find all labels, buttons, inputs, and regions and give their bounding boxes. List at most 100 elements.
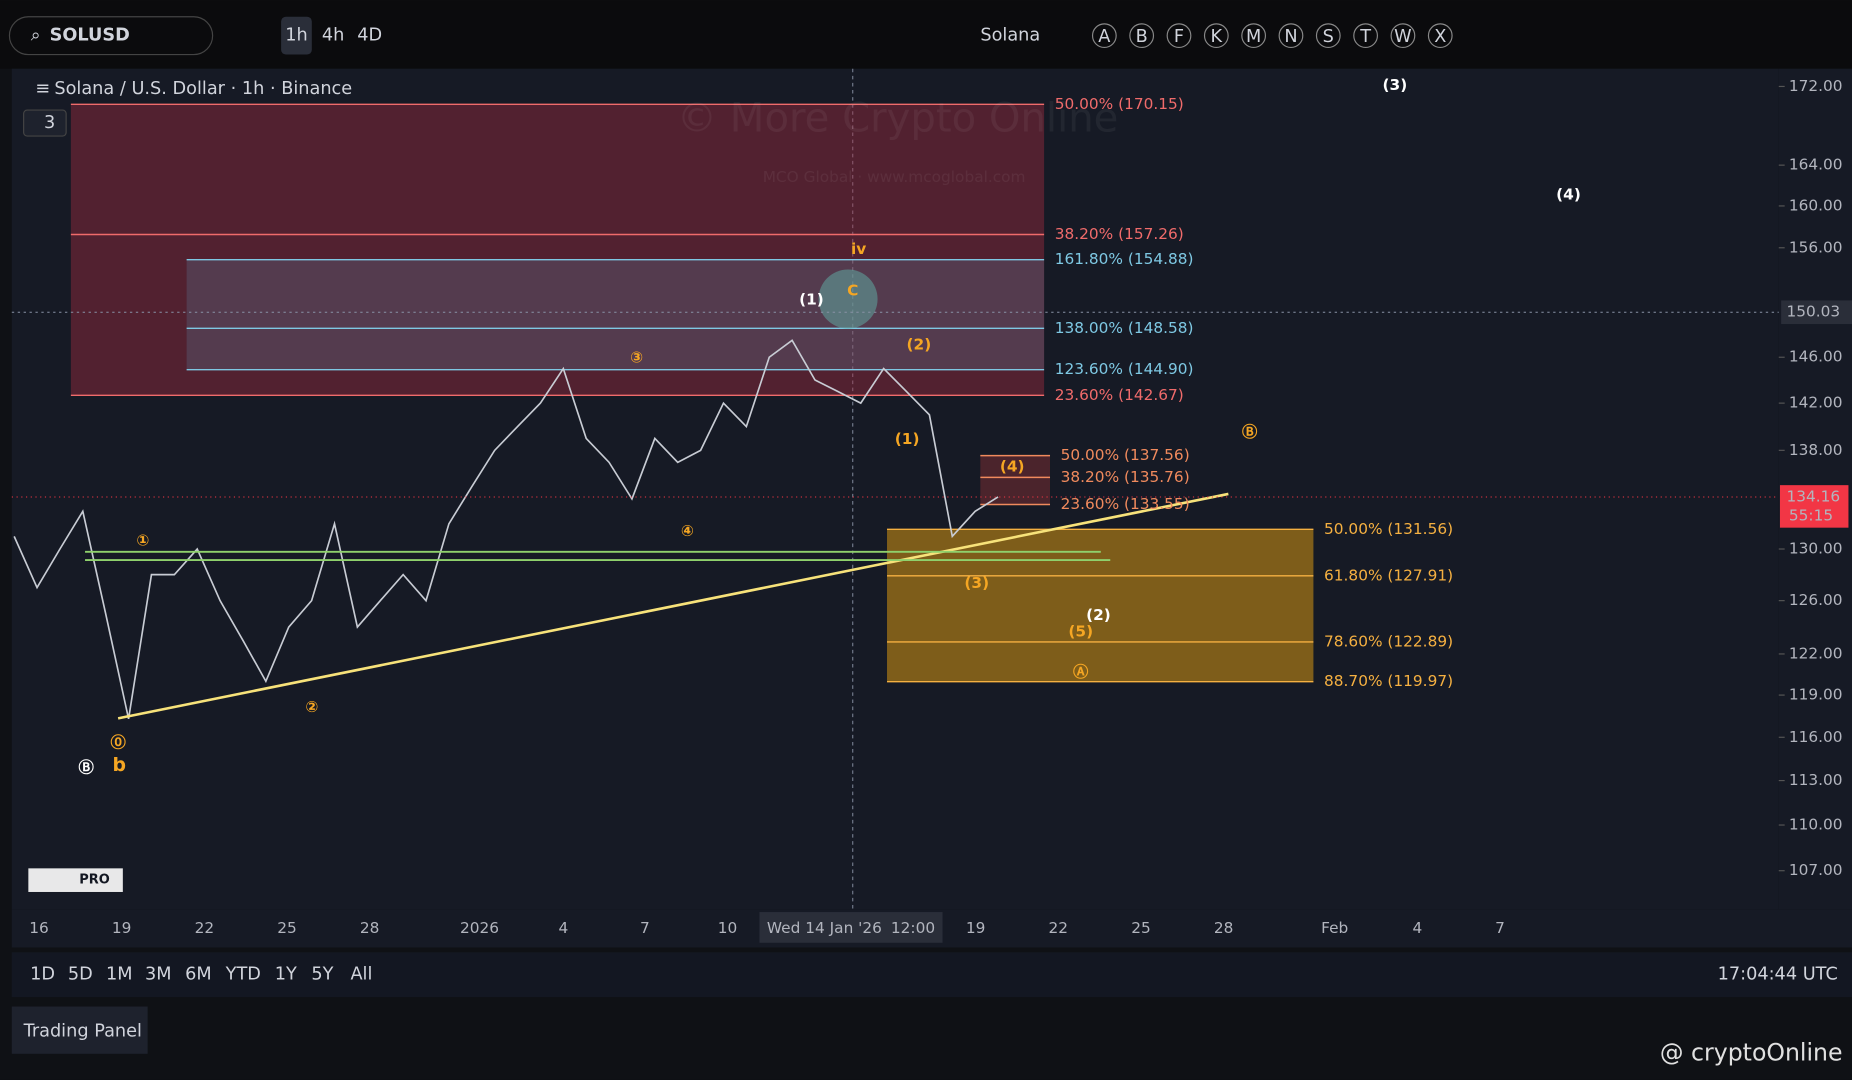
indicator-count[interactable]: 3 (44, 113, 55, 133)
x-tick-label: 10 (718, 919, 738, 937)
interval[interactable]: 4h (322, 26, 344, 46)
indicator-toggle[interactable] (23, 109, 67, 137)
letter[interactable]: A (1098, 27, 1110, 47)
symbol-box[interactable] (8, 16, 214, 56)
price-line (13, 339, 999, 720)
fib-zone (186, 259, 1045, 370)
symbol[interactable]: SOLUSD (50, 26, 130, 46)
range-button[interactable]: 1D (30, 965, 55, 985)
range-button[interactable]: 5D (68, 965, 93, 985)
wave-label: ⓪ (110, 733, 126, 752)
pro-badge: PRO (79, 873, 110, 888)
y-tick-label: 122.00 (1789, 644, 1843, 662)
crosshair-date-bg (759, 912, 943, 943)
letter-button[interactable] (1166, 23, 1192, 49)
y-tick-label: 116.00 (1789, 728, 1843, 746)
x-tick-label: 2026 (460, 919, 499, 937)
wave-label: C (847, 281, 858, 299)
interval-active (281, 16, 312, 55)
range-button[interactable]: 6M (185, 965, 212, 985)
menu-icon[interactable]: ≡ (35, 79, 50, 99)
wave-label: Ⓑ (79, 757, 95, 776)
wave-label: (3) (1383, 76, 1408, 94)
y-tick-label: 130.00 (1789, 540, 1843, 558)
y-tick-label: 164.00 (1789, 156, 1843, 174)
x-tick-label: 22 (195, 919, 215, 937)
letter[interactable]: S (1323, 27, 1334, 47)
letter[interactable]: F (1174, 27, 1184, 47)
wave-label: Ⓑ (1242, 422, 1258, 441)
letter-button[interactable] (1427, 23, 1453, 49)
letter-button[interactable] (1203, 23, 1229, 49)
y-tick-label: 142.00 (1789, 394, 1843, 412)
x-tick-label: Wed 14 Jan '26 (767, 919, 882, 937)
letter-button[interactable] (1353, 23, 1379, 49)
symbol-name[interactable]: Solana (980, 26, 1040, 46)
range-button[interactable]: 1Y (275, 965, 297, 985)
fib-label: 88.70% (119.97) (1324, 672, 1453, 690)
range-bar (11, 952, 1852, 998)
wave-label: b (113, 754, 127, 776)
wave-label: (1) (799, 291, 824, 309)
wave-label: ② (305, 698, 318, 716)
fib-label: 123.60% (144.90) (1055, 360, 1194, 378)
crosshair-price: 150.03 (1786, 303, 1840, 321)
last-price: 134.16 (1786, 487, 1840, 505)
letter-button[interactable] (1278, 23, 1304, 49)
fib-label: 138.00% (148.58) (1055, 319, 1194, 337)
letter[interactable]: T (1359, 27, 1371, 47)
y-tick-label: 146.00 (1789, 348, 1843, 366)
x-tick-label: 28 (360, 919, 380, 937)
y-tick-label: 119.00 (1789, 686, 1843, 704)
letter[interactable]: X (1434, 27, 1446, 47)
wave-label: ④ (681, 522, 694, 540)
y-tick-label: 160.00 (1789, 196, 1843, 214)
range-button[interactable]: 3M (145, 965, 172, 985)
range-button[interactable]: YTD (225, 965, 261, 985)
crosshair-price-bg (1781, 300, 1852, 325)
interval[interactable]: 4D (357, 26, 382, 46)
trendline (117, 492, 1229, 720)
letter-button[interactable] (1390, 23, 1416, 49)
letter-button[interactable] (1091, 23, 1117, 49)
wave-label: (5) (1068, 623, 1093, 641)
letter[interactable]: M (1246, 27, 1261, 47)
countdown: 55:15 (1789, 506, 1833, 524)
wave-label: iv (851, 240, 866, 258)
x-tick-label: 25 (277, 919, 297, 937)
search-icon[interactable]: ⌕ (31, 26, 41, 46)
cursor-highlight (818, 269, 878, 329)
letter[interactable]: N (1284, 27, 1297, 47)
wave-label: (4) (1000, 457, 1025, 475)
y-tick-label: 156.00 (1789, 238, 1843, 256)
y-tick-label: 113.00 (1789, 771, 1843, 789)
fib-label: 50.00% (137.56) (1061, 446, 1190, 464)
wave-label: (3) (964, 574, 989, 592)
letter[interactable]: W (1394, 27, 1412, 47)
wave-label: ① (136, 532, 149, 550)
range-button[interactable]: 5Y (311, 965, 333, 985)
fib-label: 61.80% (127.91) (1324, 566, 1453, 584)
fib-label: 38.20% (157.26) (1055, 225, 1184, 243)
trading-panel-tab[interactable] (11, 1006, 148, 1054)
letter[interactable]: B (1136, 27, 1148, 47)
fib-label: 161.80% (154.88) (1055, 250, 1194, 268)
fib-label: 23.60% (133.55) (1061, 495, 1190, 513)
trading-panel[interactable]: Trading Panel (23, 1021, 142, 1041)
letter-button[interactable] (1241, 23, 1267, 49)
interval[interactable]: 1h (285, 26, 307, 46)
y-tick-label: 126.00 (1789, 591, 1843, 609)
letter-button[interactable] (1129, 23, 1155, 49)
wave-label: (2) (1086, 606, 1111, 624)
wave-label: ③ (630, 349, 643, 367)
range-button[interactable]: 1M (106, 965, 133, 985)
fib-label: 50.00% (170.15) (1055, 95, 1184, 113)
x-tick-label: 12:00 (891, 919, 935, 937)
x-tick-label: 7 (640, 919, 650, 937)
range-button[interactable]: All (350, 965, 372, 985)
wave-label: Ⓐ (1073, 662, 1089, 681)
letter-button[interactable] (1315, 23, 1341, 49)
letter[interactable]: K (1211, 27, 1223, 47)
fib-label: 78.60% (122.89) (1324, 632, 1453, 650)
